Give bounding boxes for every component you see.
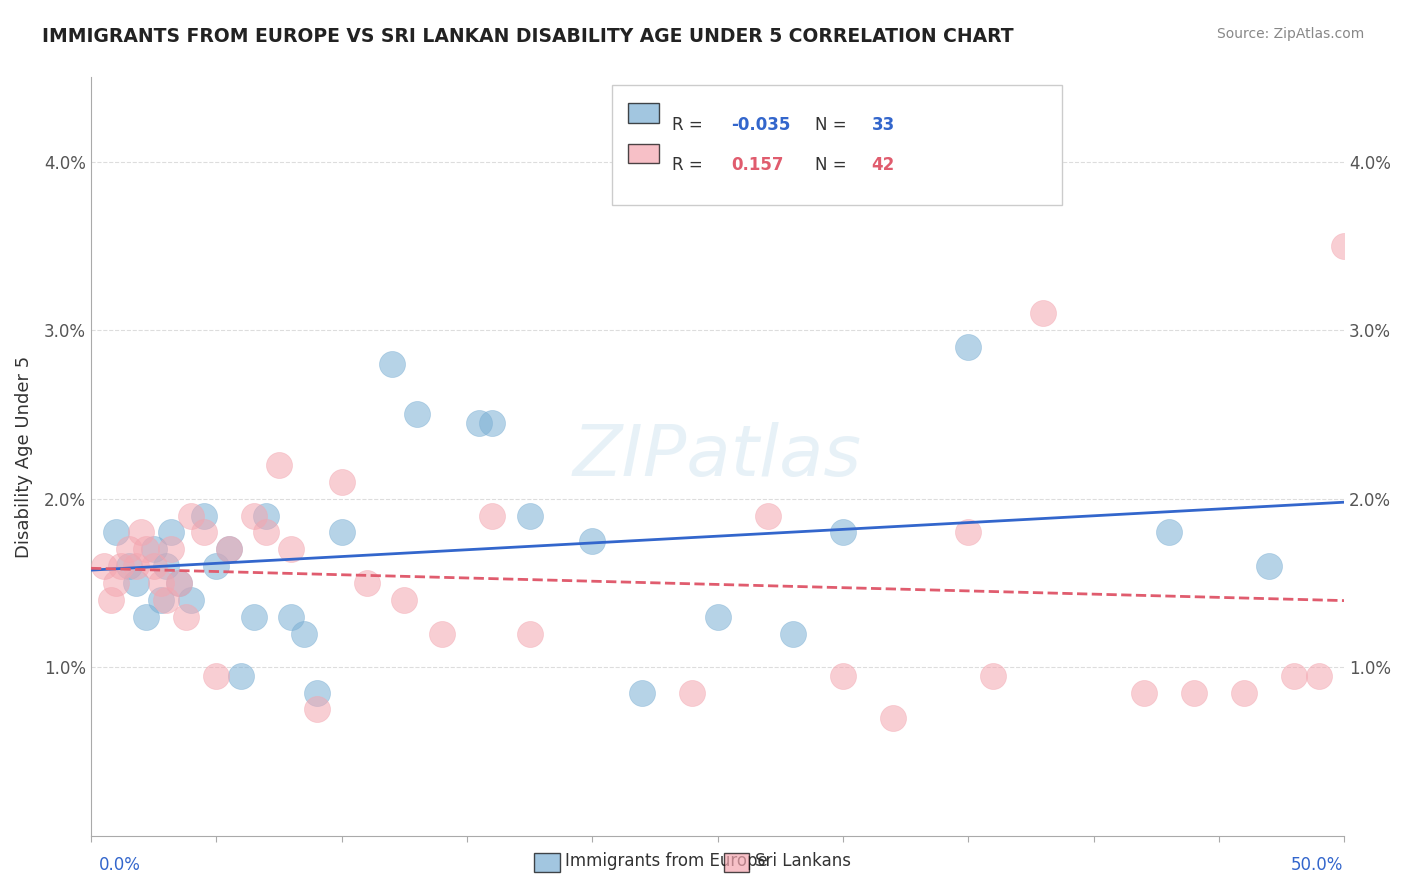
Point (957, 525, 980, 540)
Point (356, 576, 378, 591)
Point (682, 685, 704, 699)
Point (254, 525, 277, 540)
Point (135, 542, 157, 557)
Point (468, 416, 491, 430)
Point (782, 626, 804, 640)
Point (267, 458, 290, 472)
Text: 0.0%: 0.0% (98, 855, 141, 873)
Point (581, 533, 603, 548)
Point (193, 525, 215, 540)
Point (430, 626, 453, 640)
Point (330, 475, 353, 489)
Point (981, 668, 1004, 682)
Point (167, 576, 190, 591)
Y-axis label: Disability Age Under 5: Disability Age Under 5 (15, 356, 32, 558)
Point (957, 340, 980, 354)
Point (218, 542, 240, 557)
Text: Immigrants from Europe: Immigrants from Europe (565, 852, 768, 870)
Text: 33: 33 (872, 116, 896, 134)
Point (831, 525, 853, 540)
Text: ZIPatlas: ZIPatlas (574, 422, 862, 491)
Point (155, 559, 177, 574)
Point (1333, 239, 1355, 253)
Point (231, 668, 253, 682)
Point (706, 609, 728, 624)
Point (167, 576, 190, 591)
Point (160, 542, 183, 557)
Point (756, 508, 779, 523)
Point (105, 576, 128, 591)
Text: 42: 42 (872, 156, 896, 174)
Text: Sri Lankans: Sri Lankans (755, 852, 851, 870)
Point (193, 508, 215, 523)
Point (1032, 306, 1054, 320)
Point (381, 357, 404, 371)
Point (394, 592, 416, 607)
Point (1308, 668, 1330, 682)
Text: 50.0%: 50.0% (1291, 855, 1343, 873)
Point (125, 559, 148, 574)
Point (93, 559, 115, 574)
Point (125, 576, 148, 591)
Point (1157, 525, 1180, 540)
Point (481, 416, 503, 430)
Point (280, 542, 302, 557)
Point (160, 525, 183, 540)
Point (1132, 685, 1154, 699)
Point (150, 592, 173, 607)
Point (117, 542, 139, 557)
Point (205, 559, 228, 574)
Point (831, 668, 853, 682)
Text: -0.035: -0.035 (731, 116, 790, 134)
Text: R =: R = (672, 116, 709, 134)
Point (243, 508, 266, 523)
Point (481, 508, 503, 523)
Point (180, 508, 202, 523)
Text: N =: N = (815, 156, 852, 174)
Point (631, 685, 654, 699)
Point (105, 525, 128, 540)
Point (100, 592, 122, 607)
Point (117, 559, 139, 574)
Point (1233, 685, 1256, 699)
Point (292, 626, 315, 640)
Text: 0.157: 0.157 (731, 156, 783, 174)
Point (405, 408, 427, 422)
Point (305, 702, 328, 716)
Point (882, 711, 904, 725)
Point (218, 542, 240, 557)
Point (1258, 559, 1281, 574)
Text: Source: ZipAtlas.com: Source: ZipAtlas.com (1216, 27, 1364, 41)
Point (142, 559, 165, 574)
Point (110, 559, 132, 574)
Point (205, 668, 228, 682)
Point (1182, 685, 1205, 699)
Point (142, 542, 165, 557)
Point (243, 609, 266, 624)
Point (174, 609, 197, 624)
Point (519, 508, 541, 523)
Point (519, 626, 541, 640)
Point (129, 525, 152, 540)
Point (180, 592, 202, 607)
Point (135, 609, 157, 624)
Point (150, 576, 173, 591)
Point (1282, 668, 1305, 682)
Point (330, 525, 353, 540)
Point (155, 592, 177, 607)
Text: R =: R = (672, 156, 709, 174)
Point (254, 508, 277, 523)
Point (305, 685, 328, 699)
Point (280, 609, 302, 624)
Text: IMMIGRANTS FROM EUROPE VS SRI LANKAN DISABILITY AGE UNDER 5 CORRELATION CHART: IMMIGRANTS FROM EUROPE VS SRI LANKAN DIS… (42, 27, 1014, 45)
Text: N =: N = (815, 116, 852, 134)
